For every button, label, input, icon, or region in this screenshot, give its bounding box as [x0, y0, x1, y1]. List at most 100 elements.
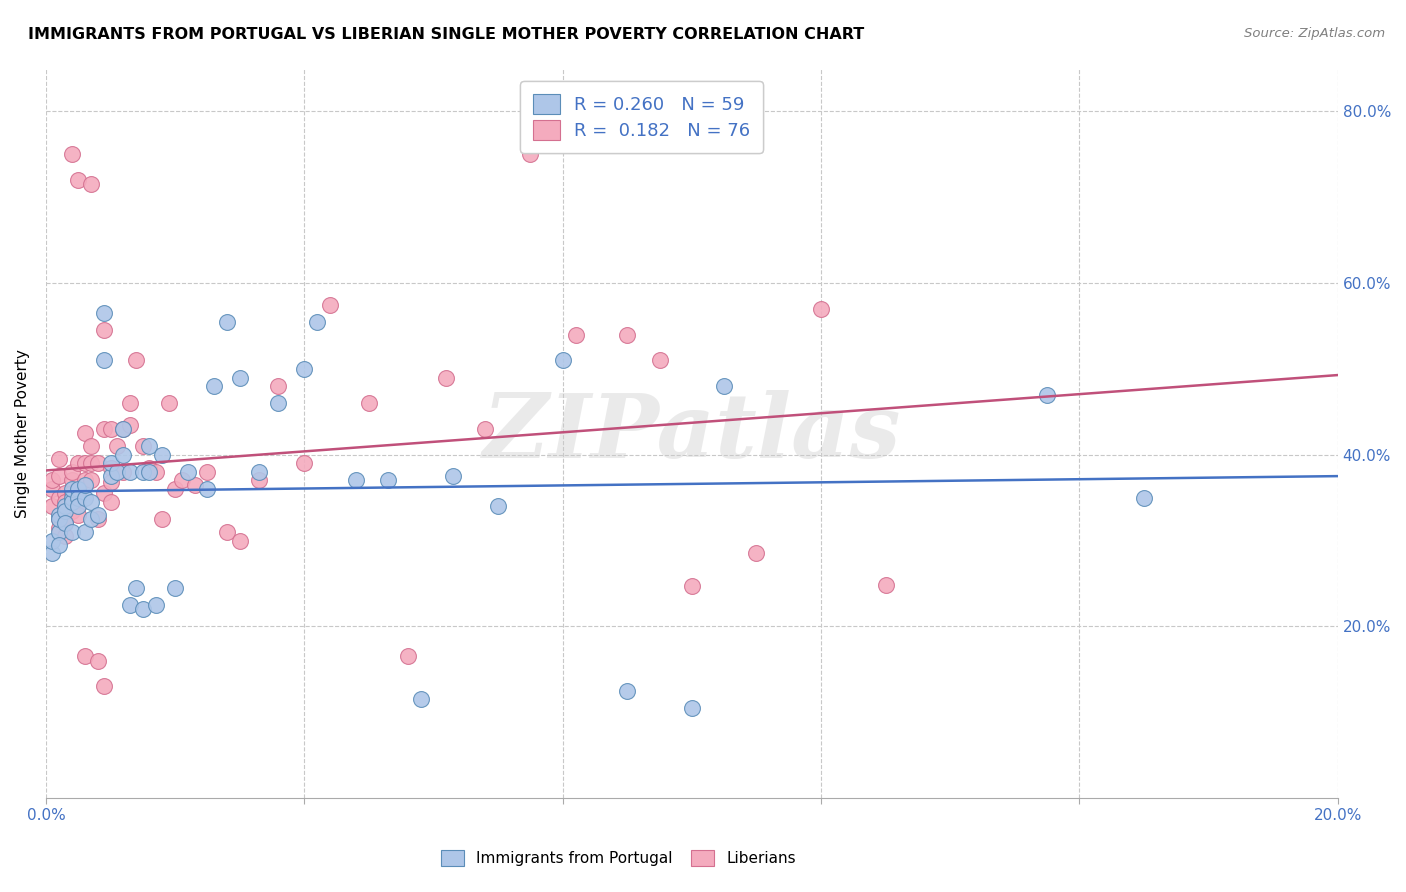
- Point: [100, 456, 122, 470]
- Point: [48, 452, 70, 467]
- Point: [112, 422, 135, 436]
- Point: [80, 474, 103, 488]
- Point: [60, 495, 83, 509]
- Point: [73, 491, 96, 505]
- Point: [86, 512, 108, 526]
- Point: [118, 465, 141, 479]
- Point: [183, 477, 205, 491]
- Point: [48, 538, 70, 552]
- Point: [53, 529, 76, 543]
- Point: [80, 456, 103, 470]
- Point: [138, 439, 160, 453]
- Point: [67, 486, 90, 500]
- Point: [53, 512, 76, 526]
- Point: [125, 581, 148, 595]
- Point: [86, 654, 108, 668]
- Point: [60, 491, 83, 505]
- Point: [60, 465, 83, 479]
- Point: [60, 474, 83, 488]
- Point: [93, 306, 115, 320]
- Point: [73, 426, 96, 441]
- Point: [100, 469, 122, 483]
- Point: [150, 512, 173, 526]
- Point: [93, 486, 115, 500]
- Point: [112, 422, 135, 436]
- Point: [53, 516, 76, 531]
- Point: [80, 178, 103, 192]
- Point: [73, 477, 96, 491]
- Point: [48, 524, 70, 539]
- Point: [616, 327, 638, 342]
- Legend: R = 0.260   N = 59, R =  0.182   N = 76: R = 0.260 N = 59, R = 0.182 N = 76: [520, 81, 763, 153]
- Y-axis label: Single Mother Poverty: Single Mother Poverty: [15, 349, 30, 517]
- Point: [228, 533, 250, 548]
- Point: [93, 353, 115, 368]
- Point: [118, 417, 141, 432]
- Point: [177, 465, 200, 479]
- Point: [100, 475, 122, 490]
- Text: Source: ZipAtlas.com: Source: ZipAtlas.com: [1244, 27, 1385, 40]
- Point: [80, 512, 103, 526]
- Point: [157, 396, 180, 410]
- Point: [60, 503, 83, 517]
- Point: [100, 460, 122, 475]
- Point: [150, 448, 173, 462]
- Point: [118, 396, 141, 410]
- Point: [48, 508, 70, 522]
- Point: [67, 482, 90, 496]
- Point: [165, 581, 187, 595]
- Point: [132, 465, 155, 479]
- Point: [67, 500, 90, 514]
- Point: [93, 323, 115, 337]
- Point: [60, 524, 83, 539]
- Point: [105, 439, 128, 453]
- Point: [132, 602, 155, 616]
- Point: [48, 512, 70, 526]
- Point: [165, 482, 187, 496]
- Point: [138, 465, 160, 479]
- Point: [474, 422, 496, 436]
- Point: [344, 474, 367, 488]
- Point: [1036, 387, 1059, 401]
- Point: [138, 460, 160, 475]
- Point: [60, 482, 83, 496]
- Point: [357, 396, 380, 410]
- Point: [53, 500, 76, 514]
- Point: [170, 474, 193, 488]
- Point: [67, 491, 90, 505]
- Point: [67, 500, 90, 514]
- Point: [53, 503, 76, 517]
- Point: [681, 701, 703, 715]
- Point: [228, 370, 250, 384]
- Point: [202, 379, 225, 393]
- Point: [215, 315, 238, 329]
- Point: [247, 474, 270, 488]
- Point: [486, 500, 509, 514]
- Point: [145, 598, 167, 612]
- Point: [41, 482, 63, 496]
- Point: [564, 327, 586, 342]
- Point: [73, 649, 96, 664]
- Text: ZIPatlas: ZIPatlas: [484, 390, 900, 476]
- Point: [48, 512, 70, 526]
- Point: [73, 474, 96, 488]
- Point: [80, 495, 103, 509]
- Point: [100, 422, 122, 436]
- Point: [53, 516, 76, 531]
- Point: [713, 379, 735, 393]
- Point: [267, 379, 290, 393]
- Point: [86, 508, 108, 522]
- Point: [48, 469, 70, 483]
- Point: [80, 439, 103, 453]
- Point: [93, 680, 115, 694]
- Point: [409, 692, 432, 706]
- Point: [307, 315, 329, 329]
- Point: [112, 448, 135, 462]
- Point: [616, 683, 638, 698]
- Point: [197, 482, 219, 496]
- Point: [118, 598, 141, 612]
- Point: [292, 362, 315, 376]
- Point: [1133, 491, 1156, 505]
- Point: [67, 173, 90, 187]
- Point: [60, 495, 83, 509]
